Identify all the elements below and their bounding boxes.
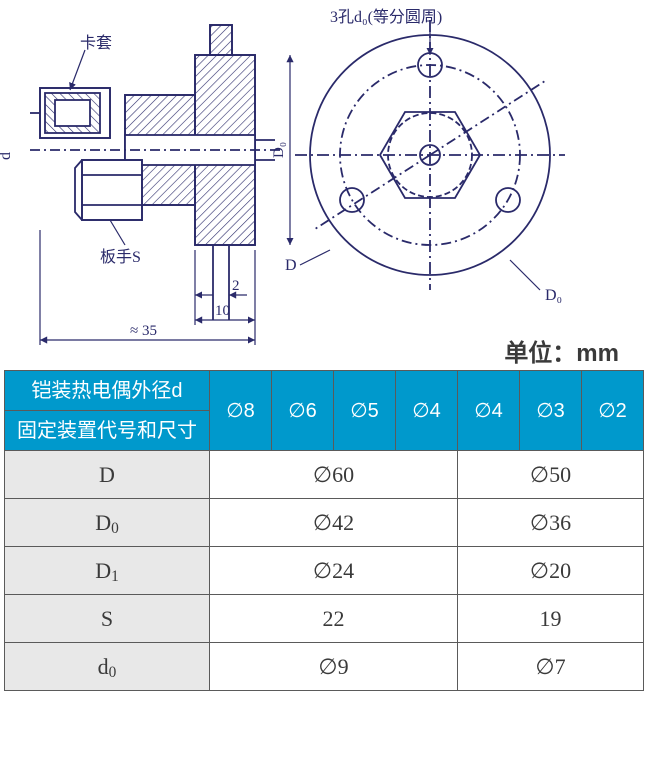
unit-label: 单位：mm <box>504 333 619 368</box>
dim-35: ≈ 35 <box>130 323 157 339</box>
dim-D0-left: D₀ <box>271 142 287 158</box>
row-value-a: 22 <box>210 595 458 643</box>
row-label: S <box>5 595 210 643</box>
label-ferrule: 卡套 <box>80 34 112 52</box>
label-d: d <box>0 152 14 160</box>
row-value-b: ∅36 <box>458 499 644 547</box>
col-d4a: ∅4 <box>396 371 458 451</box>
dim-2: 2 <box>232 278 240 294</box>
dim-10: 10 <box>215 303 230 319</box>
row-label: d0 <box>5 643 210 691</box>
col-d3: ∅3 <box>520 371 582 451</box>
col-d2: ∅2 <box>582 371 644 451</box>
col-d5: ∅5 <box>334 371 396 451</box>
col-d4b: ∅4 <box>458 371 520 451</box>
row-label: D <box>5 451 210 499</box>
row-value-a: ∅9 <box>210 643 458 691</box>
col-d8: ∅8 <box>210 371 272 451</box>
table-row: D0∅42∅36 <box>5 499 644 547</box>
label-wrench: 板手S <box>100 248 141 266</box>
table-row: S2219 <box>5 595 644 643</box>
table-row: D∅60∅50 <box>5 451 644 499</box>
label-holes: 3孔d₀(等分圆周) <box>330 8 442 26</box>
row-value-b: 19 <box>458 595 644 643</box>
row-value-b: ∅50 <box>458 451 644 499</box>
row-value-b: ∅7 <box>458 643 644 691</box>
dim-D: D <box>285 257 297 274</box>
dim-D0-right: D₀ <box>545 287 562 304</box>
table-row: D1∅24∅20 <box>5 547 644 595</box>
technical-drawing: 卡套 板手S d ≈ 35 10 2 D₀ <box>0 0 649 370</box>
header-bottom: 固定装置代号和尺寸 <box>5 411 210 451</box>
row-value-a: ∅42 <box>210 499 458 547</box>
table-row: d0∅9∅7 <box>5 643 644 691</box>
row-label: D0 <box>5 499 210 547</box>
row-value-b: ∅20 <box>458 547 644 595</box>
header-top: 铠装热电偶外径d <box>5 371 210 411</box>
row-value-a: ∅60 <box>210 451 458 499</box>
col-d6: ∅6 <box>272 371 334 451</box>
row-value-a: ∅24 <box>210 547 458 595</box>
spec-table: 铠装热电偶外径d ∅8 ∅6 ∅5 ∅4 ∅4 ∅3 ∅2 固定装置代号和尺寸 … <box>4 370 644 691</box>
row-label: D1 <box>5 547 210 595</box>
